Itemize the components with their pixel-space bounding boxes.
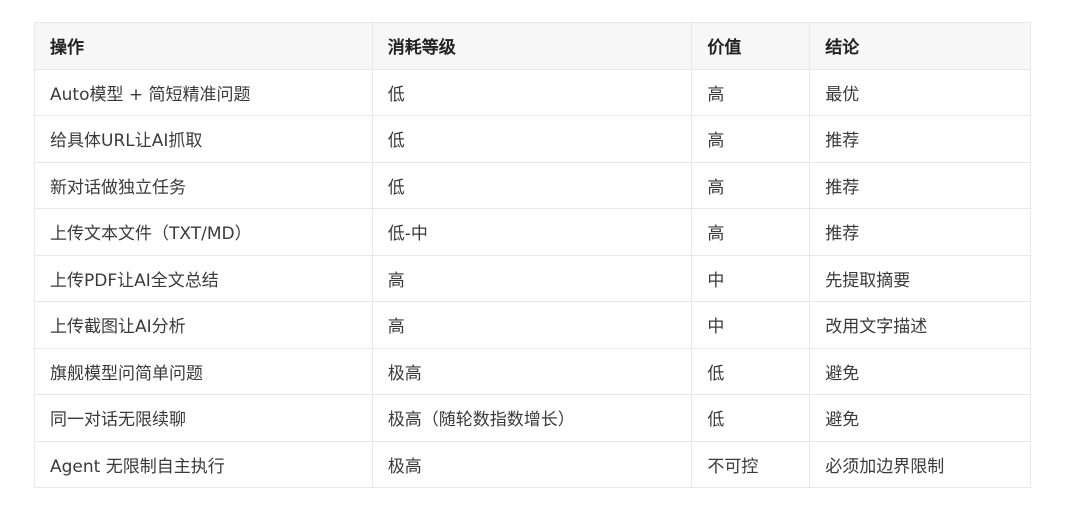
cell-value: 不可控 <box>691 440 811 488</box>
cell-value: 中 <box>691 254 811 302</box>
cell-value: 低 <box>691 394 811 442</box>
header-operation: 操作 <box>34 22 373 70</box>
cell-operation: 旗舰模型问简单问题 <box>34 347 373 395</box>
comparison-table: 操作 消耗等级 价值 结论 Auto模型 + 简短精准问题低高最优 给具体URL让… <box>34 22 1031 488</box>
cell-cost-level: 高 <box>371 301 693 349</box>
cell-conclusion: 必须加边界限制 <box>809 440 1031 488</box>
header-cost-level: 消耗等级 <box>371 22 693 70</box>
table-row: 给具体URL让AI抓取低高推荐 <box>34 115 1031 163</box>
cell-cost-level: 极高（随轮数指数增长） <box>371 394 693 442</box>
table-row: Agent 无限制自主执行 极高 不可控 必须加边界限制 <box>34 440 1031 488</box>
cell-conclusion: 推荐 <box>809 115 1031 163</box>
cell-operation: 同一对话无限续聊 <box>34 394 373 442</box>
cell-conclusion: 推荐 <box>809 208 1031 256</box>
header-conclusion: 结论 <box>809 22 1031 70</box>
cell-operation: Auto模型 + 简短精准问题 <box>34 68 373 116</box>
cell-value: 中 <box>691 301 811 349</box>
table-row: Auto模型 + 简短精准问题低高最优 <box>34 68 1031 116</box>
cell-operation: 上传文本文件（TXT/MD） <box>34 208 373 256</box>
cell-conclusion: 避免 <box>809 394 1031 442</box>
cell-conclusion: 最优 <box>809 68 1031 116</box>
cell-operation: Agent 无限制自主执行 <box>34 440 373 488</box>
cell-cost-level: 高 <box>371 254 693 302</box>
cell-operation: 上传截图让AI分析 <box>34 301 373 349</box>
cell-conclusion: 推荐 <box>809 161 1031 209</box>
cell-operation: 给具体URL让AI抓取 <box>34 115 373 163</box>
table-row: 旗舰模型问简单问题 极高低避免 <box>34 347 1031 395</box>
cell-value: 高 <box>691 161 811 209</box>
table-row: 上传文本文件（TXT/MD） 低-中高推荐 <box>34 208 1031 256</box>
cell-cost-level: 低 <box>371 68 693 116</box>
table-row: 新对话做独立任务低高推荐 <box>34 161 1031 209</box>
cell-conclusion: 先提取摘要 <box>809 254 1031 302</box>
cell-value: 高 <box>691 68 811 116</box>
table-row: 同一对话无限续聊 极高（随轮数指数增长）低避免 <box>34 394 1031 442</box>
cell-operation: 新对话做独立任务 <box>34 161 373 209</box>
cell-value: 低 <box>691 347 811 395</box>
cell-cost-level: 低 <box>371 115 693 163</box>
table-row: 上传PDF让AI全文总结高中先提取摘要 <box>34 254 1031 302</box>
cell-cost-level: 极高 <box>371 347 693 395</box>
header-value: 价值 <box>691 22 811 70</box>
cell-cost-level: 低 <box>371 161 693 209</box>
cell-conclusion: 避免 <box>809 347 1031 395</box>
cell-value: 高 <box>691 115 811 163</box>
table-header-row: 操作 消耗等级 价值 结论 <box>34 22 1031 70</box>
cell-cost-level: 低-中 <box>371 208 693 256</box>
cell-cost-level: 极高 <box>371 440 693 488</box>
cell-operation: 上传PDF让AI全文总结 <box>34 254 373 302</box>
cell-value: 高 <box>691 208 811 256</box>
cell-conclusion: 改用文字描述 <box>809 301 1031 349</box>
table-row: 上传截图让AI分析高中改用文字描述 <box>34 301 1031 349</box>
